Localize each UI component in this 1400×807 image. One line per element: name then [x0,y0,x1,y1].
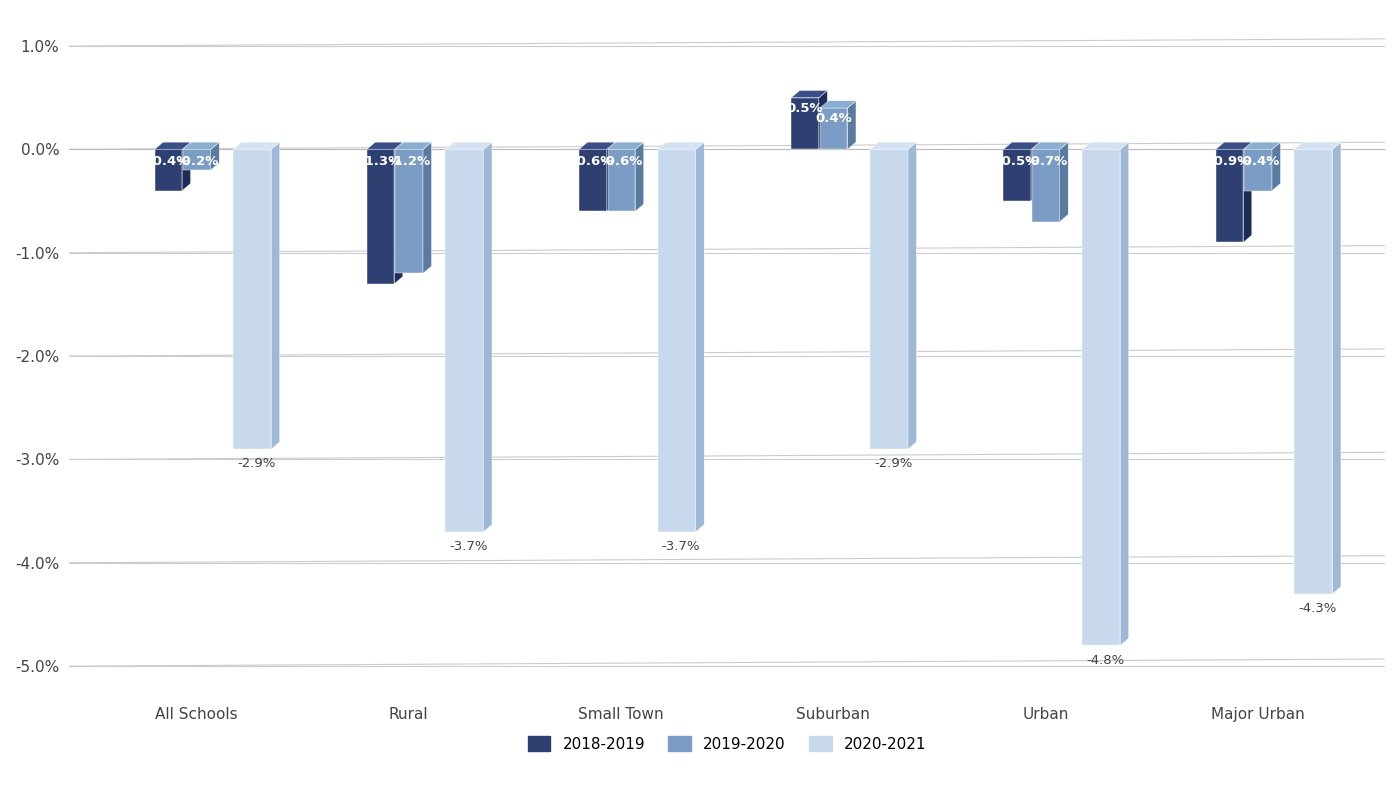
Polygon shape [211,142,220,170]
Polygon shape [658,142,704,149]
Polygon shape [1273,142,1281,190]
Polygon shape [183,142,220,149]
Polygon shape [791,90,827,98]
Text: -3.7%: -3.7% [662,540,700,553]
Polygon shape [658,149,696,532]
Polygon shape [232,149,272,449]
Polygon shape [1004,142,1040,149]
Text: 0.4%: 0.4% [815,112,853,125]
Text: -0.6%: -0.6% [601,154,643,168]
Text: -0.6%: -0.6% [571,154,615,168]
Legend: 2018-2019, 2019-2020, 2020-2021: 2018-2019, 2019-2020, 2020-2021 [521,730,932,758]
Polygon shape [445,142,491,149]
Text: -2.9%: -2.9% [874,458,913,470]
Polygon shape [820,101,855,108]
Polygon shape [395,142,431,149]
Polygon shape [1082,142,1128,149]
Text: -0.4%: -0.4% [147,154,189,168]
Text: -0.9%: -0.9% [1208,154,1250,168]
Polygon shape [1243,142,1252,242]
Polygon shape [1120,142,1128,646]
Polygon shape [1215,149,1243,242]
Polygon shape [869,149,909,449]
Polygon shape [1245,142,1281,149]
Polygon shape [1294,149,1333,594]
Text: -0.2%: -0.2% [176,154,218,168]
Polygon shape [154,142,190,149]
Polygon shape [182,142,190,190]
Polygon shape [580,142,615,149]
Polygon shape [1060,142,1068,222]
Text: -1.3%: -1.3% [360,154,402,168]
Polygon shape [423,142,431,274]
Polygon shape [606,142,615,211]
Text: -4.3%: -4.3% [1298,602,1337,615]
Polygon shape [395,142,403,284]
Text: -2.9%: -2.9% [237,458,276,470]
Polygon shape [819,90,827,149]
Text: -0.5%: -0.5% [997,154,1039,168]
Polygon shape [1333,142,1341,594]
Text: 0.5%: 0.5% [787,102,823,115]
Polygon shape [1030,142,1040,201]
Text: -1.2%: -1.2% [388,154,430,168]
Polygon shape [367,142,403,149]
Polygon shape [1032,142,1068,149]
Polygon shape [1004,149,1030,201]
Polygon shape [696,142,704,532]
Polygon shape [1082,149,1120,646]
Polygon shape [580,149,606,211]
Polygon shape [232,142,280,149]
Polygon shape [272,142,280,449]
Polygon shape [847,101,855,149]
Polygon shape [1294,142,1341,149]
Polygon shape [608,149,636,211]
Text: -4.8%: -4.8% [1086,654,1124,667]
Polygon shape [154,149,182,190]
Polygon shape [395,149,423,274]
Polygon shape [367,149,395,284]
Polygon shape [791,98,819,149]
Polygon shape [820,108,847,149]
Polygon shape [869,142,917,149]
Polygon shape [1215,142,1252,149]
Polygon shape [1032,149,1060,222]
Polygon shape [1245,149,1273,190]
Text: -0.4%: -0.4% [1238,154,1280,168]
Polygon shape [445,149,483,532]
Polygon shape [183,149,211,170]
Polygon shape [483,142,491,532]
Polygon shape [608,142,644,149]
Polygon shape [909,142,917,449]
Text: -3.7%: -3.7% [449,540,487,553]
Text: -0.7%: -0.7% [1025,154,1067,168]
Polygon shape [636,142,644,211]
